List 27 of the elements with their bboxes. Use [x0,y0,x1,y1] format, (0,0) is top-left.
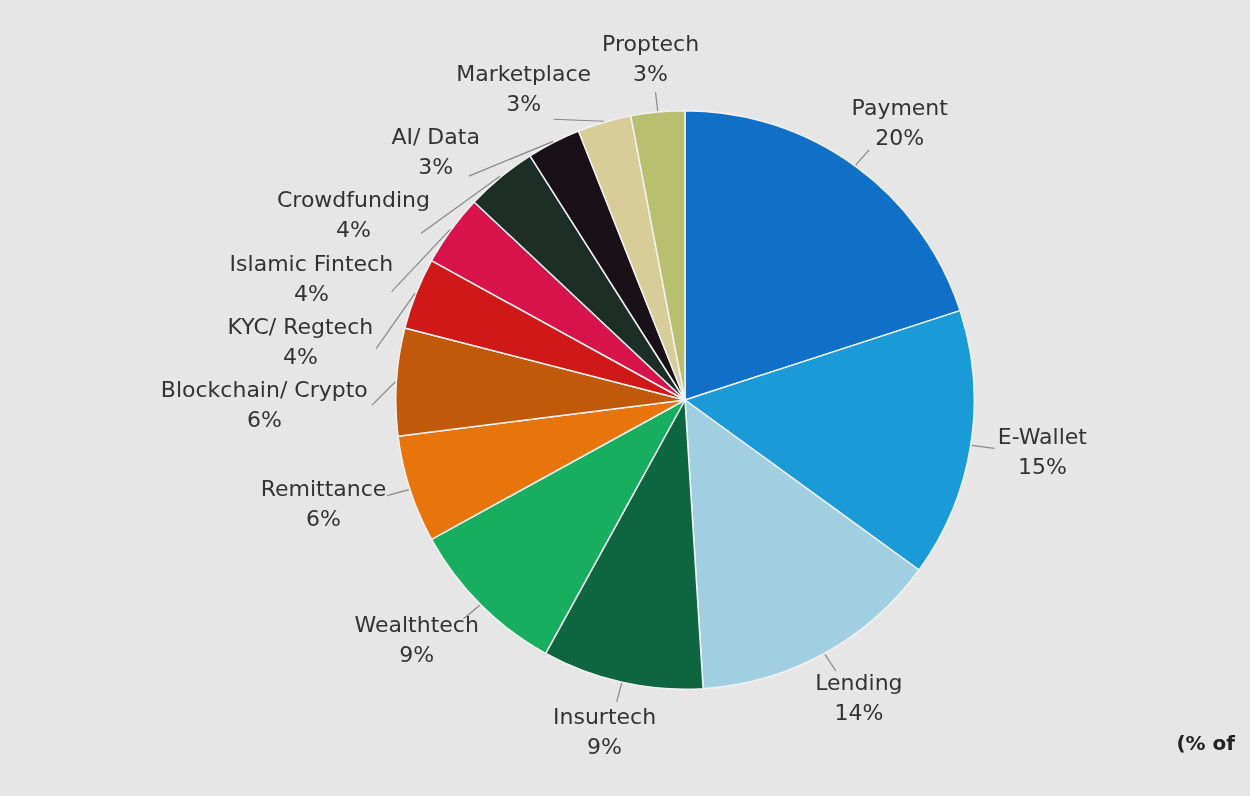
text: (% of [1176,731,1236,756]
data-label: 9% [587,733,622,759]
data-label: 20% [875,124,925,150]
slice-label: Wealthtech [354,612,479,638]
data-label: 4% [282,344,318,369]
slice-label: Remittance [260,476,387,502]
slice-label: Insurtech [553,703,657,729]
data-label: 9% [399,642,435,668]
slice-label: Proptech [602,30,700,56]
slice-label: Payment [851,94,949,120]
data-label: 3% [506,90,542,116]
slice-label: Islamic Fintech [229,251,394,277]
slice-label: AI/ Data [391,123,480,149]
slice-label: Blockchain/ Crypto [160,376,368,402]
data-label: 4% [293,281,329,307]
data-label: 6% [246,406,282,432]
data-label: 6% [306,506,341,532]
data-label: 14% [834,699,884,725]
slice-label: Crowdfunding [276,186,430,212]
data-label: 15% [1017,454,1067,480]
slice-label: Lending [815,669,903,695]
data-label: 3% [418,153,454,179]
slice-label: Marketplace [456,60,592,86]
slice-label: E-Wallet [997,424,1088,450]
data-label: 4% [335,216,371,242]
slice-label: KYC/ Regtech [227,314,374,339]
data-label: 3% [633,60,669,86]
